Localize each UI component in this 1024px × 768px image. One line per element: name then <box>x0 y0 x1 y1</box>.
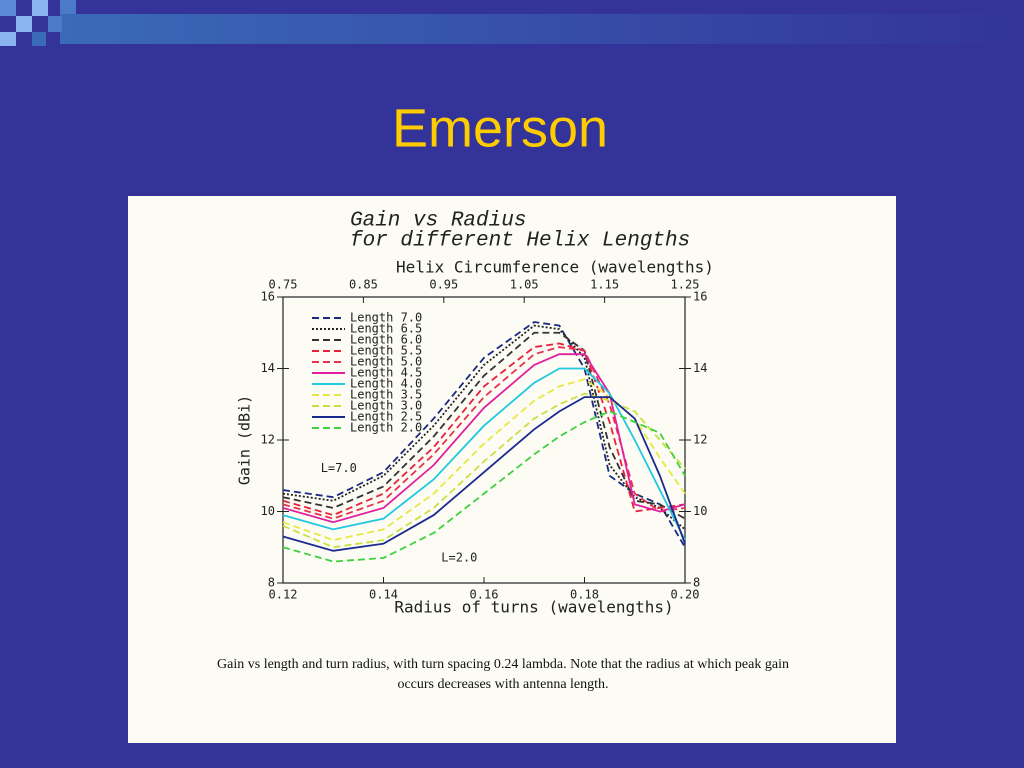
legend-label: Length 5.5 <box>350 344 422 358</box>
x-tick-label: 0.20 <box>671 588 700 602</box>
series-line <box>282 367 686 541</box>
y-tick-label: 14 <box>693 361 707 375</box>
x-tick-label: 0.18 <box>570 588 599 602</box>
legend-label: Length 2.0 <box>350 421 422 435</box>
annotation: L=2.0 <box>441 550 477 564</box>
legend-label: Length 3.0 <box>350 399 422 413</box>
series-line <box>282 342 686 517</box>
legend-label: Length 2.5 <box>350 410 422 424</box>
y-tick-label: 10 <box>261 504 275 518</box>
y-tick-label: 16 <box>261 290 275 304</box>
series-line <box>282 324 686 531</box>
y-tick-label: 8 <box>693 576 700 590</box>
y-tick-label: 14 <box>261 361 275 375</box>
series-line <box>282 396 686 552</box>
legend-label: Length 6.0 <box>350 333 422 347</box>
header-bar <box>60 14 1024 44</box>
annotation: L=7.0 <box>321 461 357 475</box>
y-tick-label: 16 <box>693 290 707 304</box>
y-tick-label: 10 <box>693 504 707 518</box>
x2-tick-label: 0.75 <box>269 278 298 292</box>
slide-title: Emerson <box>392 98 608 158</box>
series-line <box>282 410 686 563</box>
legend-label: Length 3.5 <box>350 388 422 402</box>
chart-title: Gain vs Radius <box>350 210 526 233</box>
caption: Gain vs length and turn radius, with tur… <box>217 657 789 672</box>
x2-tick-label: 1.25 <box>671 278 700 292</box>
y-tick-label: 12 <box>261 433 275 447</box>
x-tick-label: 0.12 <box>269 588 298 602</box>
x-axis-label: Radius of turns (wavelengths) <box>394 598 673 617</box>
series-line <box>282 321 686 548</box>
chart-title: for different Helix Lengths <box>350 230 690 253</box>
caption: occurs decreases with antenna length. <box>397 677 608 692</box>
y-axis-label: Gain (dBi) <box>236 395 254 485</box>
x2-tick-label: 0.95 <box>429 278 458 292</box>
figure-panel <box>128 196 896 743</box>
legend-label: Length 7.0 <box>350 311 422 325</box>
x2-tick-label: 1.05 <box>510 278 539 292</box>
x2-tick-label: 0.85 <box>349 278 378 292</box>
legend-label: Length 6.5 <box>350 322 422 336</box>
legend-label: Length 5.0 <box>350 355 422 369</box>
series-line <box>282 353 686 524</box>
x2-tick-label: 1.15 <box>590 278 619 292</box>
series-line <box>282 331 686 520</box>
corner-squares <box>0 0 76 46</box>
legend-label: Length 4.5 <box>350 366 422 380</box>
series-line <box>282 378 686 542</box>
y-tick-label: 12 <box>693 433 707 447</box>
x-tick-label: 0.16 <box>470 588 499 602</box>
x-tick-label: 0.14 <box>369 588 398 602</box>
y-tick-label: 8 <box>268 576 275 590</box>
series-line <box>282 392 686 549</box>
legend-label: Length 4.0 <box>350 377 422 391</box>
x2-axis-label: Helix Circumference (wavelengths) <box>396 258 714 277</box>
